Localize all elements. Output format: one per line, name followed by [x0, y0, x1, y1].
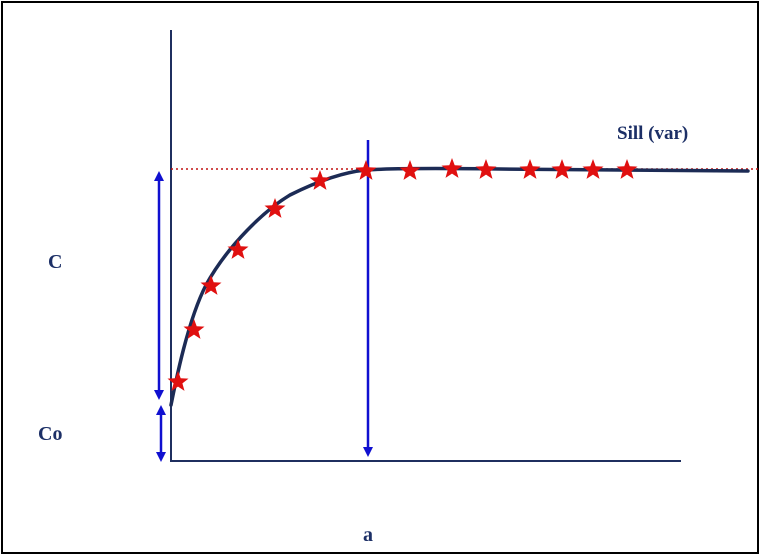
- star-point: [200, 275, 222, 295]
- star-point: [183, 319, 205, 339]
- star-point: [309, 170, 331, 190]
- star-point: [616, 159, 638, 179]
- star-point: [355, 160, 377, 180]
- star-point: [167, 371, 189, 391]
- sample-points: [167, 158, 638, 391]
- c-label: C: [48, 251, 62, 273]
- sill-label: Sill (var): [617, 123, 688, 144]
- star-point: [399, 160, 421, 180]
- star-point: [441, 158, 463, 178]
- star-point: [264, 198, 286, 218]
- star-point: [475, 159, 497, 179]
- co-label: Co: [38, 423, 62, 445]
- range-label: a: [363, 524, 373, 546]
- star-point: [582, 159, 604, 179]
- star-point: [551, 159, 573, 179]
- star-point: [519, 159, 541, 179]
- variogram-curve: [169, 166, 750, 407]
- star-point: [227, 239, 249, 259]
